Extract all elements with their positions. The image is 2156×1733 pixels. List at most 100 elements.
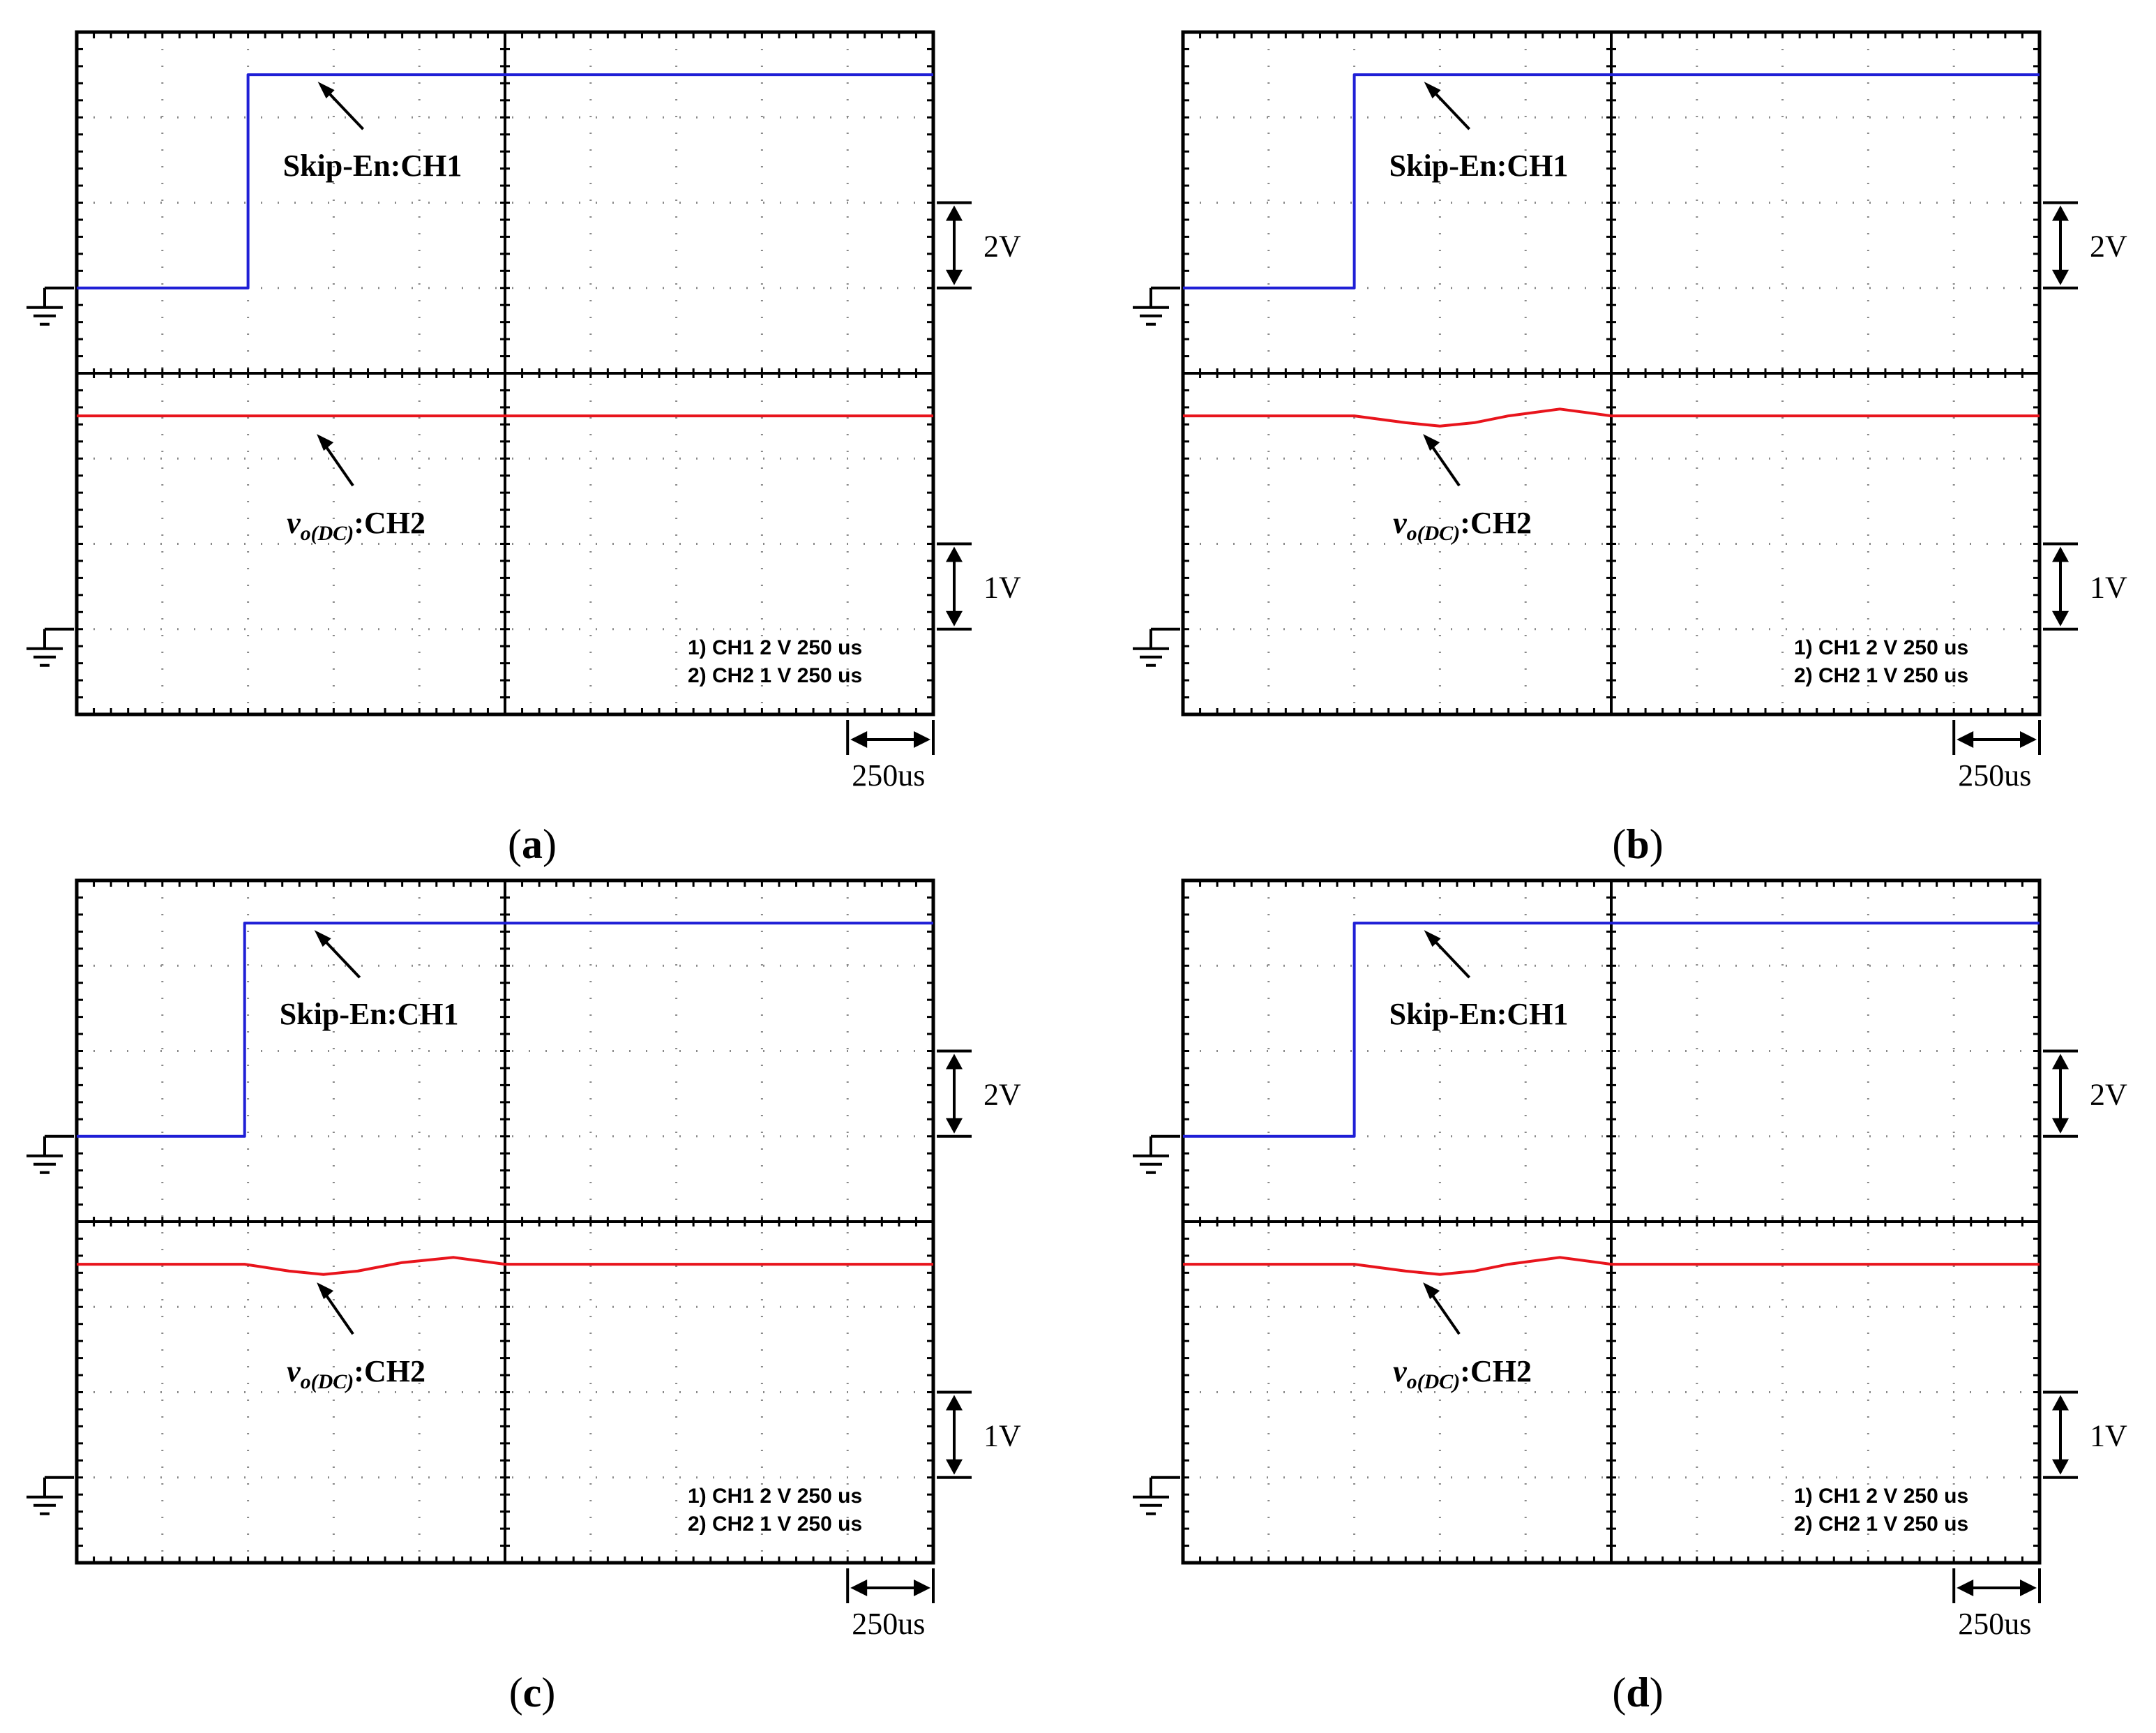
- scope-panel-d: Skip-En:CH1 vo(DC):CH2 2V 1V 1) CH1 2 V 250 …: [1133, 878, 2127, 1716]
- ch1-label: Skip-En:CH1: [1389, 997, 1569, 1031]
- scale-label: 1V: [983, 1419, 1021, 1453]
- ch2-label-sub: o(DC): [301, 522, 354, 545]
- ch1-label: Skip-En:CH1: [283, 149, 462, 183]
- arrow-head-icon: [317, 1282, 334, 1300]
- arrow-down-icon: [2052, 610, 2069, 627]
- ground-icon-ch2: [27, 1476, 74, 1515]
- time-scale-label: 250us: [852, 758, 925, 793]
- arrow-left-icon: [850, 1580, 868, 1596]
- readout-ch1: 1) CH1 2 V 250 us: [688, 636, 862, 659]
- caption-paren: ): [541, 1670, 555, 1716]
- caption-paren: (: [508, 821, 522, 867]
- ch1-label: Skip-En:CH1: [1389, 149, 1569, 183]
- scale-label: 1V: [2090, 1419, 2127, 1453]
- readout-ch2: 2) CH2 1 V 250 us: [1794, 1513, 1968, 1536]
- ground-icon-ch1: [1133, 1134, 1180, 1174]
- caption-letter: d: [1626, 1670, 1649, 1716]
- arrow-up-icon: [2052, 1395, 2069, 1411]
- ground-icon-ch1: [27, 286, 74, 326]
- arrow-up-icon: [946, 1053, 963, 1070]
- ch2-label-main: v: [1393, 506, 1407, 540]
- scope-frame: [1181, 30, 2042, 717]
- caption-letter: a: [522, 821, 543, 867]
- ch1-scale-marker: 2V: [937, 1049, 1021, 1138]
- time-scale-label: 250us: [1958, 758, 2031, 793]
- arrow-left-icon: [1957, 1580, 1974, 1596]
- caption-letter: b: [1626, 821, 1649, 867]
- ch2-label-sub: o(DC): [301, 1370, 354, 1393]
- scope-panel-a: Skip-En:CH1 vo(DC):CH2 2V 1V 1) CH1 2 V 250 …: [27, 30, 1021, 867]
- arrow-up-icon: [946, 546, 963, 562]
- scale-label: 2V: [2090, 230, 2127, 264]
- arrow-down-icon: [2052, 269, 2069, 285]
- arrow-head-icon: [1424, 930, 1441, 947]
- ch2-label-tail: :CH2: [354, 506, 425, 540]
- arrow-down-icon: [2052, 1459, 2069, 1475]
- series-ch1-trace: [1183, 922, 2040, 1138]
- arrow-head-icon: [1423, 434, 1440, 451]
- ch2-label-main: v: [1393, 1354, 1407, 1388]
- series-ch1-trace: [77, 922, 933, 1138]
- scope-frame: [1181, 878, 2042, 1565]
- arrow-left-icon: [850, 731, 868, 748]
- ch1-scale-marker: 2V: [2043, 1049, 2127, 1138]
- panel-caption: (a): [508, 821, 557, 867]
- arrow-right-icon: [914, 1580, 930, 1596]
- arrow-down-icon: [946, 1118, 963, 1134]
- readout-ch1: 1) CH1 2 V 250 us: [688, 1485, 862, 1508]
- scope-panel-b: Skip-En:CH1 vo(DC):CH2 2V 1V 1) CH1 2 V 250 …: [1133, 30, 2127, 867]
- arrow-left-icon: [1957, 731, 1974, 748]
- scope-frame: [75, 878, 935, 1565]
- scope-frame: [75, 30, 935, 717]
- arrow-right-icon: [2020, 1580, 2037, 1596]
- ch2-scale-marker: 1V: [2043, 1390, 2127, 1479]
- ground-icon-ch1: [27, 1134, 74, 1174]
- ground-icon-ch1: [1133, 286, 1180, 326]
- time-scale-label: 250us: [1958, 1607, 2031, 1641]
- ground-icon-ch2: [1133, 627, 1180, 667]
- ch1-label: Skip-En:CH1: [280, 997, 459, 1031]
- panel-caption: (c): [509, 1670, 556, 1716]
- scale-label: 1V: [983, 571, 1021, 605]
- series-ch2-trace: [1183, 407, 2040, 428]
- caption-paren: ): [1650, 821, 1664, 867]
- panel-caption: (d): [1612, 1670, 1663, 1716]
- series-ch1-trace: [77, 73, 933, 290]
- readout-ch2: 2) CH2 1 V 250 us: [688, 1513, 862, 1536]
- ground-icon-ch2: [1133, 1476, 1180, 1515]
- readout-ch2: 2) CH2 1 V 250 us: [1794, 664, 1968, 687]
- ch2-scale-marker: 1V: [937, 542, 1021, 631]
- ch2-label: vo(DC):CH2: [287, 506, 425, 545]
- arrow-up-icon: [2052, 546, 2069, 562]
- series-ch1-trace: [1183, 73, 2040, 290]
- scale-label: 1V: [2090, 571, 2127, 605]
- arrow-right-icon: [914, 731, 930, 748]
- readout-ch2: 2) CH2 1 V 250 us: [688, 664, 862, 687]
- ch2-label-tail: :CH2: [1460, 506, 1532, 540]
- arrow-head-icon: [1424, 82, 1441, 99]
- ch2-label: vo(DC):CH2: [1393, 1354, 1532, 1393]
- time-scale-label: 250us: [852, 1607, 925, 1641]
- readout-ch1: 1) CH1 2 V 250 us: [1794, 1485, 1968, 1508]
- scope-panel-c: Skip-En:CH1 vo(DC):CH2 2V 1V 1) CH1 2 V 250 …: [27, 878, 1021, 1716]
- readout-ch1: 1) CH1 2 V 250 us: [1794, 636, 1968, 659]
- series-ch2-trace: [77, 1256, 933, 1276]
- ch2-label-sub: o(DC): [1407, 1370, 1461, 1393]
- scale-label: 2V: [983, 1078, 1021, 1112]
- arrow-head-icon: [317, 434, 334, 451]
- arrow-down-icon: [2052, 1118, 2069, 1134]
- arrow-down-icon: [946, 269, 963, 285]
- arrow-down-icon: [946, 610, 963, 627]
- arrow-up-icon: [946, 205, 963, 221]
- caption-letter: c: [523, 1670, 542, 1716]
- caption-paren: (: [1612, 821, 1626, 867]
- caption-paren: ): [543, 821, 557, 867]
- ch1-scale-marker: 2V: [937, 201, 1021, 290]
- arrow-up-icon: [2052, 205, 2069, 221]
- panel-caption: (b): [1612, 821, 1663, 867]
- ch2-label-main: v: [287, 506, 301, 540]
- ground-icon-ch2: [27, 627, 74, 667]
- ch2-label-sub: o(DC): [1407, 522, 1461, 545]
- caption-paren: ): [1650, 1670, 1664, 1716]
